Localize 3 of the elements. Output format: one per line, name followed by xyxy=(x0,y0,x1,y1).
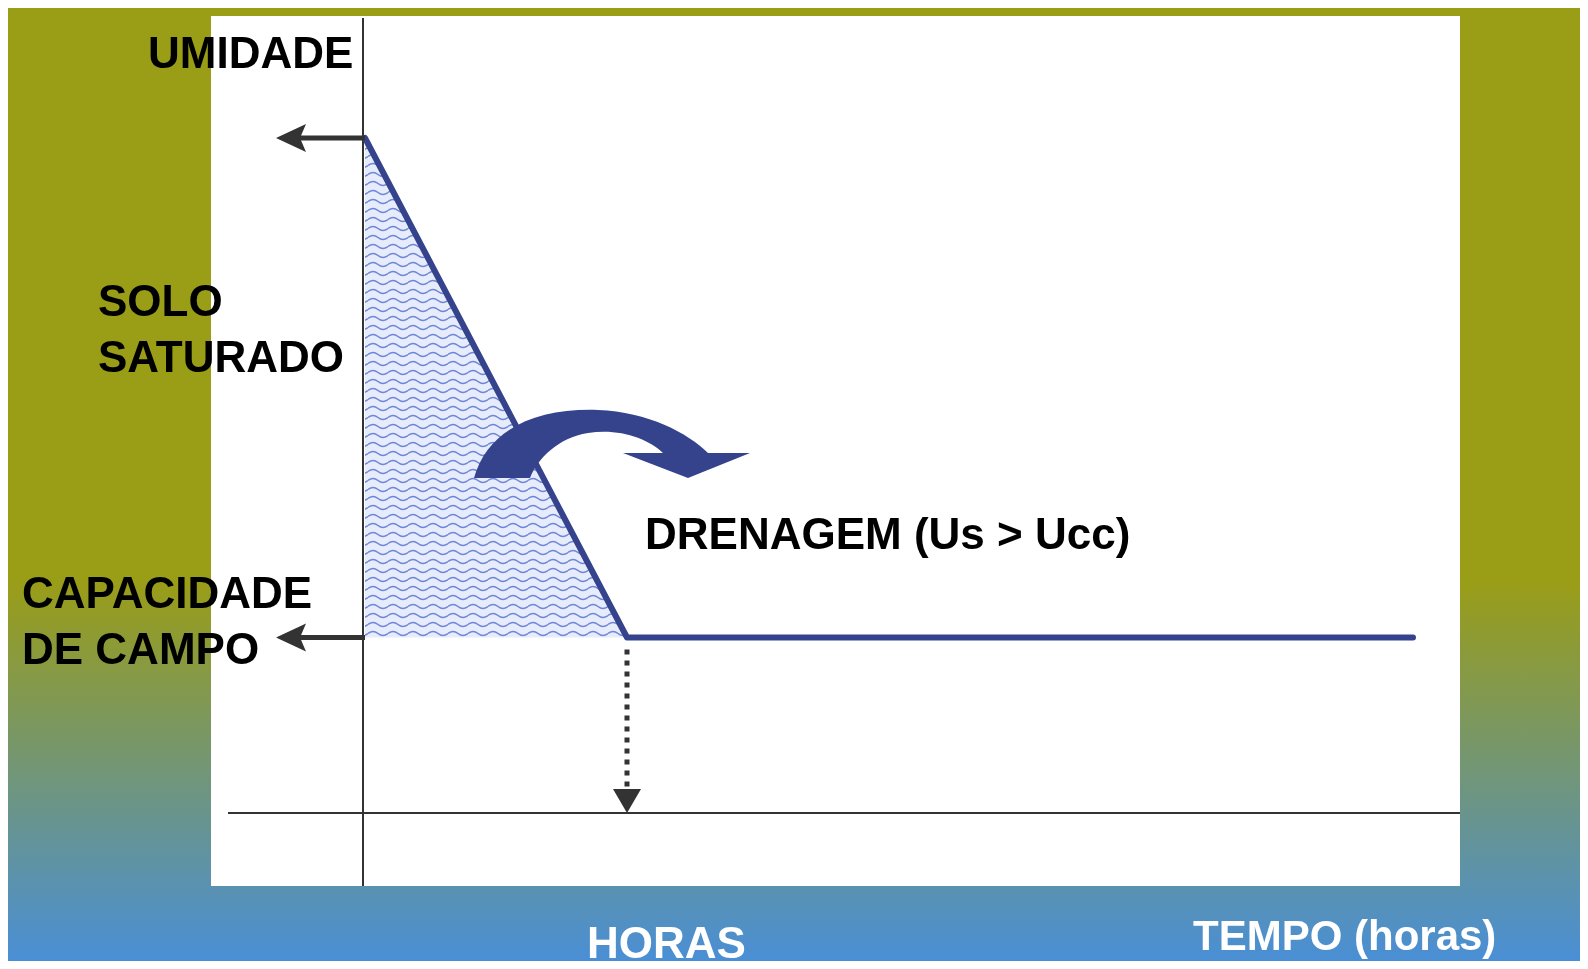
text: HORAS xyxy=(587,918,746,967)
annotation: DRENAGEM (Us > Ucc) xyxy=(645,509,1131,558)
x-axis-title: TEMPO (horas) xyxy=(1193,912,1497,959)
